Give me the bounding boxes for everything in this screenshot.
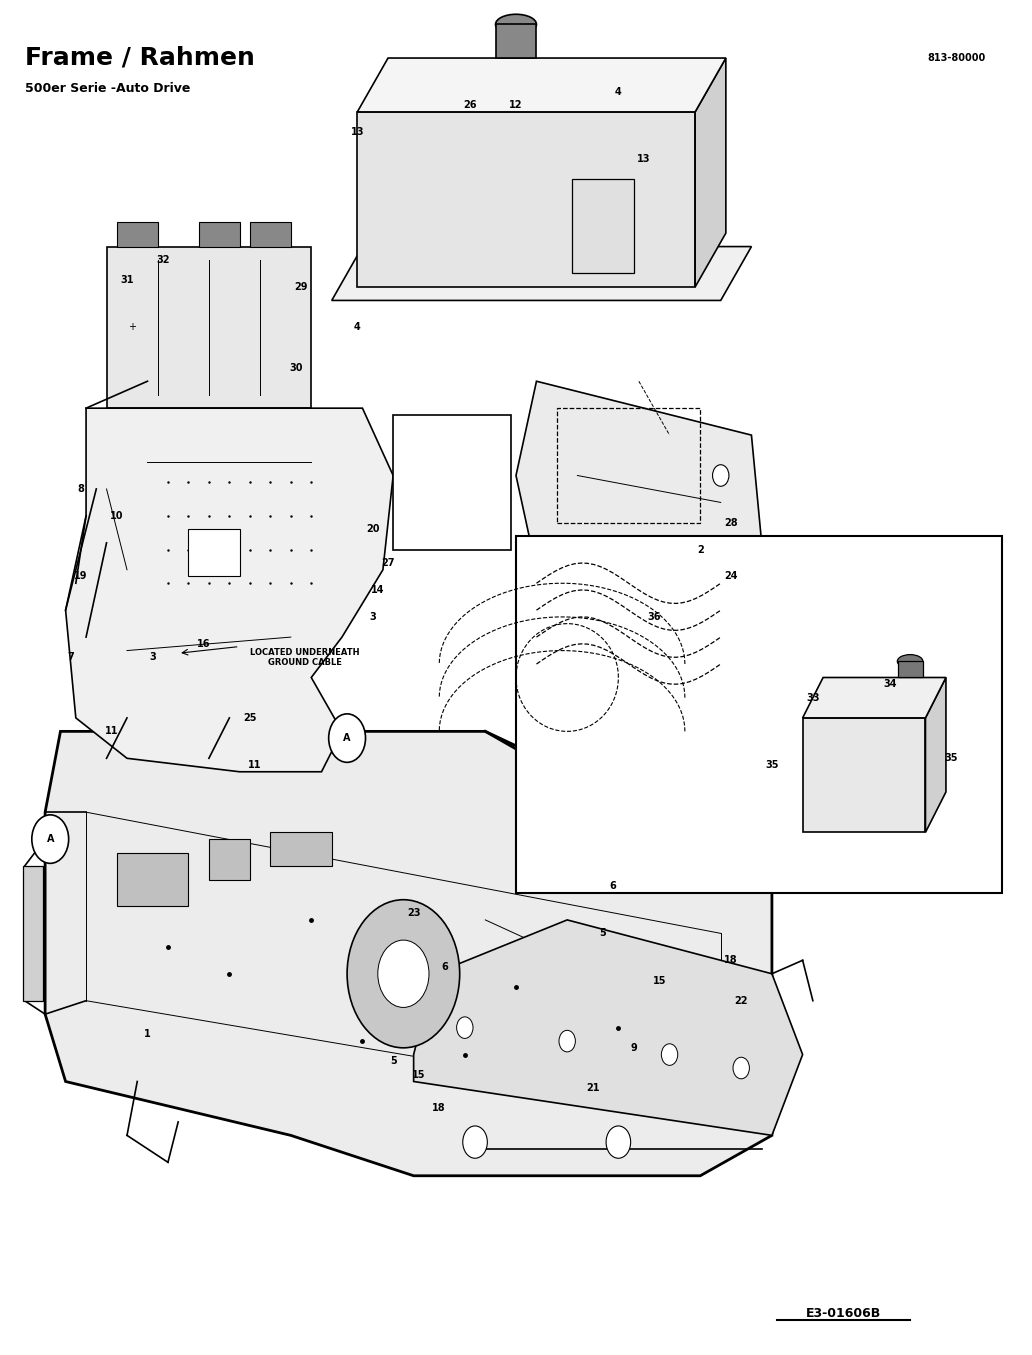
Text: 13: 13 — [637, 154, 651, 164]
Polygon shape — [516, 381, 762, 637]
Text: 18: 18 — [724, 955, 738, 965]
Circle shape — [328, 714, 365, 763]
Polygon shape — [45, 732, 772, 1176]
Text: A: A — [344, 733, 351, 743]
Text: +: + — [128, 322, 136, 332]
Text: 27: 27 — [381, 558, 395, 568]
Text: E3-01606B: E3-01606B — [806, 1308, 881, 1320]
Text: 18: 18 — [432, 1103, 446, 1114]
Text: 16: 16 — [197, 638, 211, 649]
Bar — [649, 585, 685, 619]
Bar — [495, 24, 537, 58]
Bar — [250, 222, 291, 247]
Polygon shape — [803, 678, 946, 718]
Circle shape — [456, 1016, 473, 1038]
Circle shape — [462, 1126, 487, 1159]
Circle shape — [570, 560, 585, 580]
Text: 9: 9 — [631, 1043, 637, 1053]
Text: 2: 2 — [697, 545, 704, 554]
Text: 32: 32 — [156, 255, 169, 266]
Bar — [106, 247, 312, 408]
Text: 6: 6 — [610, 881, 617, 892]
Circle shape — [662, 1043, 678, 1065]
Polygon shape — [357, 112, 696, 287]
Text: 28: 28 — [724, 518, 738, 527]
Text: 23: 23 — [407, 908, 420, 919]
Text: 1: 1 — [144, 1030, 151, 1039]
Circle shape — [606, 1126, 631, 1159]
Bar — [117, 222, 158, 247]
Text: LOCATED UNDERNEATH
GROUND CABLE: LOCATED UNDERNEATH GROUND CABLE — [250, 648, 359, 667]
Text: 10: 10 — [110, 511, 124, 520]
Text: 24: 24 — [724, 572, 738, 581]
Polygon shape — [331, 247, 751, 301]
Bar — [270, 832, 331, 866]
Text: 3: 3 — [150, 652, 156, 663]
Text: 4: 4 — [615, 87, 621, 96]
Text: 13: 13 — [351, 127, 364, 137]
Text: 4: 4 — [354, 322, 361, 332]
Text: A: A — [46, 835, 54, 844]
Text: 31: 31 — [121, 275, 134, 286]
Polygon shape — [926, 678, 946, 832]
Text: 29: 29 — [294, 282, 308, 291]
Text: 11: 11 — [249, 760, 262, 770]
Bar — [898, 661, 924, 678]
Text: 15: 15 — [652, 976, 666, 985]
Polygon shape — [696, 58, 725, 287]
Polygon shape — [357, 58, 725, 112]
Text: 813-80000: 813-80000 — [927, 53, 986, 62]
Ellipse shape — [495, 15, 537, 34]
Text: 33: 33 — [806, 692, 819, 703]
Text: 35: 35 — [765, 760, 779, 770]
Circle shape — [712, 465, 729, 486]
Text: 8: 8 — [77, 484, 85, 495]
Bar — [393, 415, 511, 550]
Text: 19: 19 — [74, 572, 88, 581]
Text: 15: 15 — [412, 1069, 425, 1080]
Polygon shape — [414, 920, 803, 1135]
Text: 34: 34 — [883, 679, 897, 690]
Text: 25: 25 — [244, 713, 257, 724]
Circle shape — [733, 1057, 749, 1079]
Text: 5: 5 — [390, 1057, 396, 1066]
Circle shape — [692, 572, 708, 593]
Text: 14: 14 — [372, 585, 385, 595]
Text: Frame / Rahmen: Frame / Rahmen — [25, 46, 255, 69]
Bar — [199, 222, 239, 247]
Text: 500er Serie -Auto Drive: 500er Serie -Auto Drive — [25, 81, 190, 95]
Bar — [23, 866, 43, 1001]
Text: 36: 36 — [647, 612, 660, 622]
Text: 35: 35 — [944, 753, 958, 763]
Polygon shape — [66, 408, 393, 772]
Circle shape — [378, 940, 429, 1007]
Bar — [117, 852, 189, 906]
Text: 20: 20 — [366, 524, 380, 534]
Text: 11: 11 — [105, 726, 119, 736]
Text: 21: 21 — [586, 1083, 600, 1093]
Text: 7: 7 — [67, 652, 74, 663]
Text: 12: 12 — [509, 100, 523, 110]
Bar — [208, 839, 250, 879]
Text: 22: 22 — [735, 996, 748, 1005]
Text: 6: 6 — [441, 962, 448, 972]
Bar — [189, 530, 239, 576]
Ellipse shape — [897, 654, 923, 668]
Bar — [557, 408, 701, 523]
Circle shape — [32, 814, 69, 863]
Bar — [573, 179, 634, 274]
Text: 26: 26 — [463, 100, 477, 110]
Bar — [516, 537, 1002, 893]
Text: 30: 30 — [289, 363, 302, 373]
Polygon shape — [803, 718, 926, 832]
Circle shape — [347, 900, 459, 1047]
Circle shape — [559, 1030, 576, 1051]
Text: 3: 3 — [369, 612, 376, 622]
Text: 5: 5 — [600, 928, 607, 939]
